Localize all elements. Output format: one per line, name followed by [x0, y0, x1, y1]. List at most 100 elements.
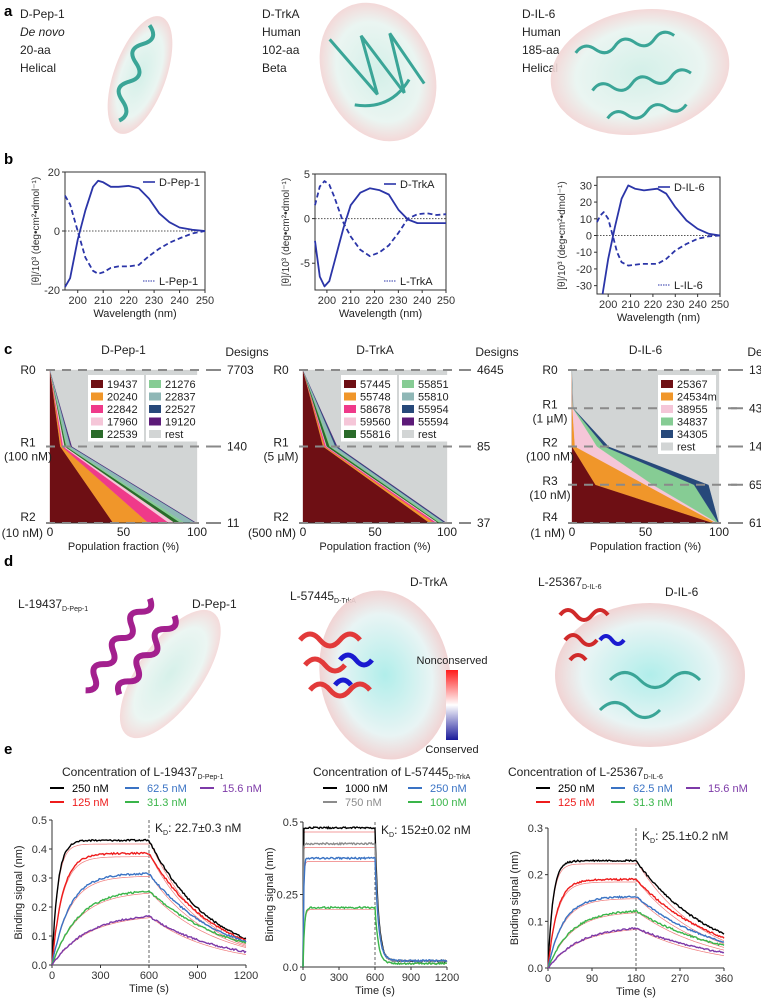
legend-label: L-IL-6: [674, 280, 703, 292]
x-tick-label: 300: [91, 970, 109, 982]
series-line-31.3nM: [547, 909, 725, 968]
panel-a: D-Pep-1 De novo 20-aa Helical D-TrkA Hum…: [20, 2, 730, 142]
fit-line: [51, 855, 247, 966]
series-line-250nM: [547, 858, 725, 969]
legend-swatch: [149, 417, 161, 426]
x-tick-label: 90: [586, 973, 598, 985]
legend-label: 125 nM: [558, 797, 595, 809]
x-tick-label: 900: [188, 970, 206, 982]
kd-subscript: D: [650, 838, 655, 845]
legend-swatch: [149, 392, 161, 401]
y-tick-label: 0.2: [32, 902, 47, 914]
chart-3: D-Pep-1 Designs R0 7703 R1(100 nM) 140 R2 (10 n…: [2, 343, 269, 553]
designs-count: 7703: [227, 363, 254, 377]
kd-value: KD: 152±0.02 nM: [381, 823, 471, 839]
y-tick-label: 0.5: [32, 815, 47, 827]
x-tick-label: 1200: [435, 972, 459, 984]
series-line-L-IL-6: [596, 211, 721, 267]
panel-label-e: e: [4, 741, 12, 758]
x-tick-label: 270: [671, 973, 689, 985]
x-axis-label: Population fraction (%): [590, 541, 701, 553]
chart-2: 200 210 220 230 240 250 30 20 10 0 -10 -20 -30 Wavele…: [557, 176, 729, 324]
y-axis-label: Binding signal (nm): [264, 847, 276, 941]
y-tick-label: 0.0: [528, 963, 543, 975]
y-tick-label: 20: [580, 197, 592, 209]
x-tick-label: 200: [69, 295, 87, 307]
legend-label: 20240: [107, 392, 138, 404]
x-tick-label: 200: [599, 299, 617, 311]
designs-count: 143: [749, 440, 761, 454]
designs-count: 140: [227, 440, 247, 454]
legend-label: 250 nM: [72, 783, 109, 795]
legend-swatch: [661, 392, 673, 401]
y-tick-label: 0: [586, 231, 592, 243]
x-tick-label: 230: [145, 295, 163, 307]
target-label: D-IL-6: [665, 585, 699, 599]
legend-label: rest: [677, 442, 695, 454]
protein-origin: Human: [262, 25, 301, 39]
plot-frame: [314, 173, 447, 291]
protein-origin: Human: [522, 25, 561, 39]
title-subscript: D-Pep-1: [197, 774, 223, 781]
legend-swatch: [91, 380, 103, 388]
kd-label: K: [642, 829, 650, 843]
x-tick-label: 100: [187, 525, 207, 539]
panel-label-a: a: [4, 3, 13, 20]
legend-swatch: [149, 430, 161, 438]
x-tick-label: 0: [569, 525, 576, 539]
round-condition: (500 nM): [248, 526, 296, 540]
round-label: R0: [542, 363, 558, 377]
y-tick-label: 10: [580, 214, 592, 226]
x-tick-label: 0: [545, 973, 551, 985]
designs-header: Designs: [747, 345, 761, 359]
round-condition: (100 nM): [526, 450, 574, 464]
series-line-250nM: [51, 838, 247, 965]
legend-label: 22527: [165, 404, 196, 416]
designs-count: 65: [749, 478, 761, 492]
series-line-15.6nM: [51, 914, 247, 966]
legend-swatch: [149, 380, 161, 388]
complex-il6: L-25367D-IL-6 D-IL-6: [538, 575, 745, 747]
series-line-250nM: [302, 856, 448, 968]
legend-label: 34837: [677, 417, 708, 429]
scale-top-label: Nonconserved: [417, 655, 488, 667]
x-tick-label: 600: [366, 972, 384, 984]
y-axis-label: [θ]/10³ (deg•cm²•dmol⁻¹): [31, 177, 42, 285]
legend-swatch: [402, 417, 414, 426]
kd-label: K: [381, 823, 389, 837]
round-label: R0: [20, 363, 36, 377]
kd-subscript: D: [389, 832, 394, 839]
fit-line: [51, 916, 247, 966]
chart-4: D-TrkA Designs R0 4645 R1(5 µM) 85 R2 (500 nM) 3…: [248, 343, 519, 553]
kd-value: KD: 22.7±0.3 nM: [155, 821, 241, 837]
round-label: R3: [542, 474, 558, 488]
legend-swatch: [91, 430, 103, 438]
round-condition: (10 nM): [529, 488, 570, 502]
legend-label: 62.5 nM: [147, 783, 187, 795]
y-tick-label: 0: [54, 226, 60, 238]
protein-structure-image-trka: [319, 2, 437, 142]
protein-length: 20-aa: [20, 43, 51, 57]
legend-swatch: [91, 417, 103, 426]
x-tick-label: 0: [300, 525, 307, 539]
protein-name: D-IL-6: [522, 7, 556, 21]
legend-label: 31.3 nM: [633, 797, 673, 809]
x-tick-label: 250: [711, 299, 729, 311]
designs-count: 37: [477, 516, 491, 530]
panel-label-b: b: [4, 151, 13, 168]
x-tick-label: 0: [300, 972, 306, 984]
x-tick-label: 50: [639, 525, 653, 539]
series-line-D-IL-6: [601, 184, 721, 295]
legend-swatch: [402, 380, 414, 388]
legend-swatch: [661, 405, 673, 413]
x-axis-label: Time (s): [355, 985, 395, 997]
legend-label: 250 nM: [558, 783, 595, 795]
binder-label: L-25367D-IL-6: [538, 575, 602, 591]
x-tick-label: 230: [389, 295, 407, 307]
scale-bottom-label: Conserved: [425, 744, 478, 756]
chart-title: D-IL-6: [629, 343, 663, 357]
x-axis-label: Wavelength (nm): [617, 312, 700, 324]
protein-info-trka: D-TrkA Human 102-aa Beta: [262, 7, 301, 75]
round-label: R1: [273, 436, 289, 450]
designs-count: 61: [749, 516, 761, 530]
